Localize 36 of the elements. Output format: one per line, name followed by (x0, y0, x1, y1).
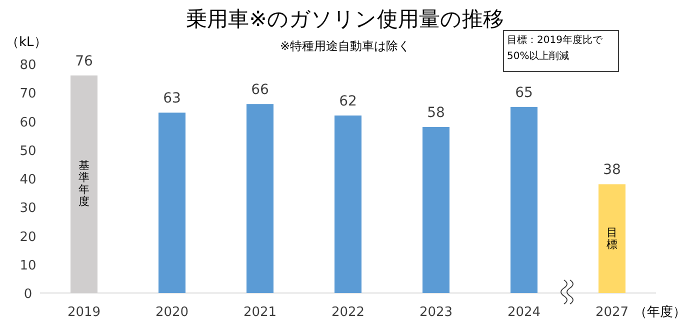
y-tick-label: 60 (20, 115, 36, 130)
x-tick-label: 2023 (419, 305, 453, 320)
data-label: 62 (339, 94, 357, 110)
annotation: 目標 (606, 226, 618, 251)
x-tick-label: 2027 (595, 305, 629, 320)
data-label: 63 (163, 90, 181, 107)
data-label: 38 (603, 162, 621, 178)
data-label: 58 (427, 104, 445, 121)
y-tick-label: 50 (20, 144, 36, 159)
text: 目標：2019年度比で50%以上削減 (503, 30, 619, 72)
bar (334, 116, 362, 293)
x-tick-label: 2021 (243, 305, 277, 320)
y-tick-label: 80 (20, 58, 36, 73)
x-axis-title: （年度） (634, 304, 686, 320)
y-tick-label: 0 (24, 287, 32, 302)
y-tick-label: 30 (20, 201, 36, 216)
y-tick-label: 10 (20, 258, 36, 274)
data-label: 76 (75, 53, 93, 70)
data-label: 65 (515, 84, 533, 101)
y-axis-title: （kL） (6, 35, 47, 50)
bar (158, 112, 186, 293)
bar (598, 184, 626, 293)
y-tick-label: 70 (20, 86, 36, 102)
y-tick-label: 20 (20, 230, 36, 245)
bar (246, 104, 274, 293)
x-tick-label: 2020 (155, 305, 189, 320)
y-tick-label: 40 (20, 172, 36, 188)
chart-title: 乗用車※のガソリン使用量の推移 (186, 7, 504, 31)
data-label: 66 (251, 82, 269, 98)
annotation: 基準年度 (78, 159, 90, 208)
x-tick-label: 2019 (67, 305, 101, 320)
bar (510, 106, 538, 293)
bar (422, 126, 450, 293)
x-tick-label: 2022 (331, 305, 365, 320)
x-tick-label: 2024 (507, 305, 541, 320)
chart-subtitle: ※特種用途自動車は除く (280, 39, 410, 53)
